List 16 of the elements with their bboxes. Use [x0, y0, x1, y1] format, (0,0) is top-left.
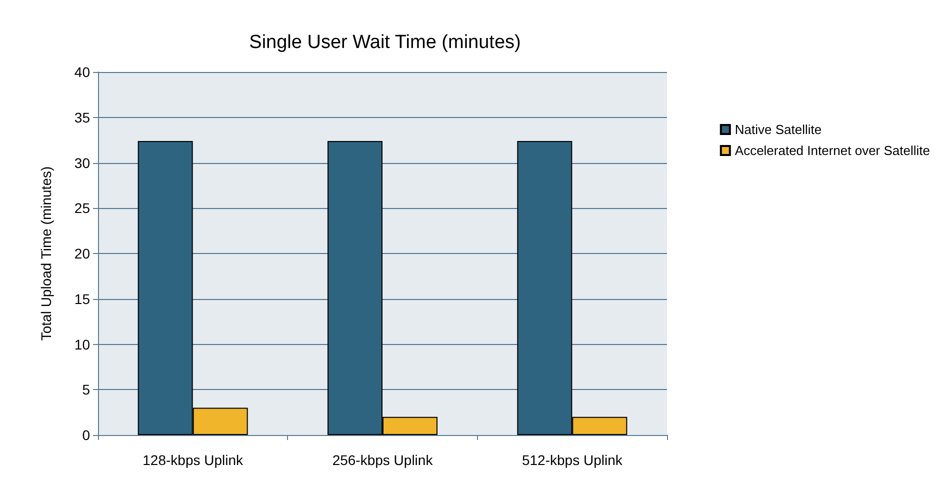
- x-tick-label: 512-kbps Uplink: [522, 452, 624, 468]
- x-tick-label: 256-kbps Uplink: [332, 452, 434, 468]
- y-tick-label: 15: [74, 290, 90, 307]
- y-axis-title: Total Upload Time (minutes): [38, 166, 54, 341]
- chart-title: Single User Wait Time (minutes): [249, 32, 521, 53]
- y-tick-label: 35: [74, 109, 90, 126]
- legend-label: Accelerated Internet over Satellite: [734, 143, 930, 158]
- y-tick-label: 5: [82, 382, 90, 398]
- y-tick-label: 25: [74, 200, 90, 216]
- x-tick-label: 128-kbps Uplink: [142, 452, 244, 468]
- y-tick-label: 20: [74, 246, 90, 262]
- y-tick-label: 40: [74, 64, 90, 80]
- legend-label: Native Satellite: [734, 122, 822, 137]
- y-tick-label: 30: [74, 154, 90, 171]
- y-tick-label: 10: [74, 336, 90, 352]
- y-tick-label: 0: [82, 427, 90, 443]
